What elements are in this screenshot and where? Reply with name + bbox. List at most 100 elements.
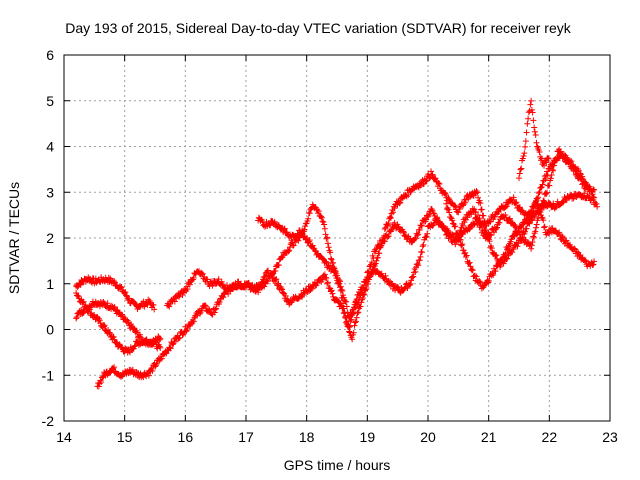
data-point: [527, 101, 534, 108]
data-point: [368, 271, 375, 278]
data-point: [559, 199, 566, 206]
data-point: [149, 367, 156, 374]
data-point: [406, 282, 413, 289]
data-point: [552, 157, 559, 164]
data-point: [537, 209, 544, 216]
data-point: [338, 286, 345, 293]
data-point: [400, 228, 407, 235]
data-point: [506, 215, 513, 222]
data-point: [545, 155, 552, 162]
data-point: [544, 154, 551, 161]
data-point: [531, 128, 538, 135]
data-point: [153, 360, 160, 367]
data-point: [299, 230, 305, 237]
data-point: [118, 283, 125, 290]
data-point: [588, 188, 595, 195]
data-point: [505, 243, 512, 250]
data-point: [285, 248, 292, 255]
data-point: [514, 243, 521, 250]
data-point: [491, 229, 498, 236]
data-point: [522, 236, 529, 243]
data-point: [306, 210, 313, 217]
data-point: [506, 216, 513, 223]
data-point: [384, 222, 391, 229]
data-point: [322, 231, 329, 238]
data-point: [391, 205, 398, 212]
series-track-7: [443, 197, 598, 292]
y-tick-label: -1: [42, 367, 55, 383]
data-point: [446, 196, 453, 203]
data-point: [467, 263, 474, 270]
data-point: [359, 284, 366, 291]
data-point: [466, 226, 473, 233]
data-point: [376, 250, 383, 257]
data-point: [212, 306, 219, 313]
data-point: [447, 214, 454, 221]
data-point: [492, 268, 499, 275]
data-point: [302, 235, 309, 242]
data-point: [282, 292, 289, 299]
data-point: [459, 241, 466, 248]
data-point: [568, 158, 575, 165]
data-point: [472, 190, 479, 197]
data-point: [478, 224, 485, 231]
data-point: [428, 168, 435, 175]
data-point: [525, 115, 532, 122]
data-point: [394, 283, 401, 290]
data-point: [156, 343, 163, 350]
data-point: [158, 355, 165, 362]
data-point: [469, 267, 476, 274]
data-point: [550, 167, 557, 174]
data-point: [131, 343, 138, 350]
data-point: [315, 208, 322, 215]
data-point: [368, 259, 375, 266]
data-point: [593, 200, 600, 207]
data-point: [111, 303, 118, 310]
data-point: [175, 335, 182, 342]
data-point: [387, 213, 394, 220]
data-point: [550, 162, 557, 169]
data-point: [540, 197, 547, 204]
data-point: [518, 224, 525, 231]
data-point: [412, 235, 419, 242]
series-track-5: [164, 151, 598, 343]
data-point: [211, 309, 218, 316]
data-point: [542, 190, 549, 197]
data-point: [468, 266, 475, 273]
data-point: [589, 191, 596, 198]
data-point: [429, 171, 436, 178]
data-point: [522, 216, 529, 223]
series-track-3: [73, 289, 164, 356]
data-point: [571, 245, 578, 252]
data-point: [442, 190, 449, 197]
data-point: [122, 289, 129, 296]
data-point: [522, 228, 529, 235]
data-point: [414, 260, 421, 267]
data-point: [457, 236, 464, 243]
data-point: [355, 299, 362, 306]
data-point: [111, 364, 118, 371]
data-point: [280, 226, 287, 233]
data-point: [524, 120, 531, 127]
data-point: [548, 172, 555, 179]
data-point: [385, 233, 392, 240]
data-point: [119, 312, 126, 319]
data-point: [508, 236, 515, 243]
data-point: [295, 237, 302, 244]
data-point: [482, 226, 489, 233]
data-point: [127, 321, 134, 328]
data-point: [543, 190, 550, 197]
data-point: [306, 237, 313, 244]
data-point: [309, 285, 316, 292]
data-point: [294, 230, 301, 237]
data-point: [323, 274, 330, 281]
data-point: [77, 281, 84, 288]
data-point: [137, 331, 144, 338]
data-point: [423, 233, 430, 240]
data-point: [513, 231, 520, 238]
data-point: [381, 225, 388, 232]
data-point: [420, 181, 427, 188]
data-point: [350, 329, 357, 336]
data-point: [80, 298, 87, 305]
